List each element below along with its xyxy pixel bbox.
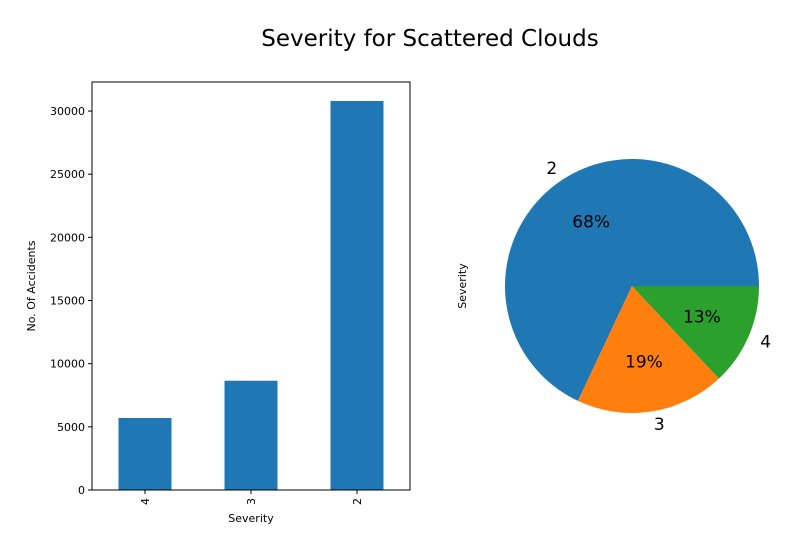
- x-axis-ticks: 4 3 2: [139, 490, 364, 505]
- pie-slices: [504, 158, 759, 413]
- x-axis-label: Severity: [228, 512, 274, 525]
- y-tick-label: 25000: [50, 168, 85, 181]
- y-tick-label: 10000: [50, 358, 85, 371]
- x-tick-label: 3: [245, 498, 258, 505]
- y-axis-ticks: 0 5000 10000 15000 20000 25000 30000: [50, 105, 92, 497]
- y-tick-label: 20000: [50, 231, 85, 244]
- y-tick-label: 5000: [57, 421, 85, 434]
- pie-slice-label: 3: [654, 415, 665, 435]
- bar-3: [224, 380, 278, 490]
- pie-labels: 2 68% 3 19% 4 13%: [546, 159, 771, 435]
- pie-slice-label: 2: [546, 159, 557, 179]
- y-tick-label: 30000: [50, 105, 85, 118]
- figure-title: Severity for Scattered Clouds: [261, 26, 598, 52]
- bar-chart: 0 5000 10000 15000 20000 25000 30000 4 3 2 Sever…: [25, 81, 411, 525]
- pie-percent-label: 68%: [572, 213, 610, 233]
- pie-slice-2: [504, 158, 759, 401]
- y-tick-label: 15000: [50, 295, 85, 308]
- pie-chart: 2 68% 3 19% 4 13% Severity: [456, 158, 771, 435]
- pie-percent-label: 13%: [683, 307, 721, 327]
- bar-2: [330, 100, 384, 491]
- pie-slice-label: 4: [760, 332, 771, 352]
- pie-slice-4: [632, 286, 759, 379]
- pie-percent-label: 19%: [625, 352, 663, 372]
- y-axis-label: No. Of Accidents: [25, 240, 38, 331]
- y-tick-label: 0: [78, 484, 85, 497]
- x-tick-label: 2: [351, 498, 364, 505]
- pie-axis-label: Severity: [456, 263, 469, 309]
- pie-slice-3: [577, 286, 719, 413]
- bar-4: [118, 418, 172, 490]
- x-tick-label: 4: [139, 498, 152, 505]
- bar-series: [118, 100, 384, 491]
